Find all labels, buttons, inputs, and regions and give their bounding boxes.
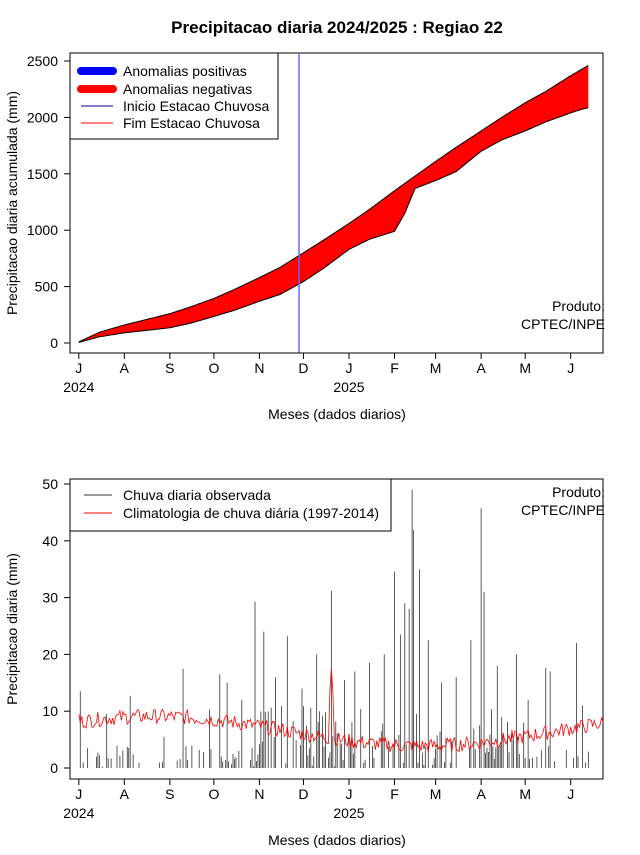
daily-x-axis-month-label: J [567, 786, 574, 802]
cumulative-x-axis-year-label: 2024 [63, 379, 94, 395]
chart-title: Precipitacao diaria 2024/2025 : Regiao 2… [171, 18, 503, 37]
cumulative-x-axis: J A S O N D J F M A M J 2024 2025 [63, 352, 574, 395]
cumulative-x-axis-month-label: J [75, 360, 82, 376]
daily-y-axis-tick-label: 30 [42, 590, 58, 606]
daily-x-axis-year-label: 2025 [333, 805, 364, 821]
cumulative-legend: Anomalias positivas Anomalias negativas … [69, 52, 279, 140]
cumulative-y-label: Precipitacao diaria acumulada (mm) [4, 91, 20, 315]
daily-y-axis: 0 10 20 30 40 50 [42, 476, 71, 776]
legend-label-season-start: Inicio Estacao Chuvosa [123, 98, 270, 114]
cumulative-x-axis-month-label: J [567, 360, 574, 376]
daily-y-axis-tick-label: 10 [42, 703, 58, 719]
cumulative-y-axis-tick-label: 1000 [27, 222, 58, 238]
cumulative-y-axis-tick-label: 2000 [27, 109, 58, 125]
cumulative-panel: 0 500 1000 1500 2000 2500 J A S O N D J F M A M J 2024 202… [4, 52, 605, 422]
cumulative-credit-line2: CPTEC/INPE [521, 316, 605, 332]
cumulative-x-axis-month-label: N [254, 360, 264, 376]
cumulative-y-axis: 0 500 1000 1500 2000 2500 [27, 53, 71, 351]
cumulative-x-axis-month-label: M [519, 360, 531, 376]
observed-cumulative-line [78, 107, 589, 343]
legend-label-season-end: Fim Estacao Chuvosa [123, 115, 260, 131]
daily-y-axis-tick-label: 0 [50, 760, 58, 776]
daily-legend-box [69, 478, 392, 532]
daily-x-axis-month-label: A [120, 786, 130, 802]
daily-x-axis-month-label: N [254, 786, 264, 802]
daily-x-axis-month-label: M [519, 786, 531, 802]
cumulative-x-axis-month-label: D [298, 360, 308, 376]
daily-legend: Chuva diaria observada Climatologia de c… [69, 478, 392, 532]
cumulative-x-axis-month-label: O [208, 360, 219, 376]
daily-x-axis-month-label: F [390, 786, 399, 802]
cumulative-x-axis-month-label: A [476, 360, 486, 376]
legend-label-positive: Anomalias positivas [123, 63, 247, 79]
daily-credit-line1: Produto: [552, 484, 605, 500]
cumulative-y-axis-tick-label: 2500 [27, 53, 58, 69]
daily-credit-line2: CPTEC/INPE [521, 502, 605, 518]
cumulative-x-axis-month-label: F [390, 360, 399, 376]
cumulative-x-axis-month-label: J [345, 360, 352, 376]
climatology-cumulative-line [78, 65, 589, 343]
daily-climatology-line [78, 668, 604, 753]
daily-x-axis-month-label: O [208, 786, 219, 802]
daily-x-axis-year-label: 2024 [63, 805, 94, 821]
daily-x-axis-month-label: S [165, 786, 174, 802]
daily-y-axis-tick-label: 40 [42, 533, 58, 549]
daily-x-axis: J A S O N D J F M A M J 2024 2025 [63, 778, 574, 821]
cumulative-y-axis-tick-label: 1500 [27, 166, 58, 182]
daily-panel: 0 10 20 30 40 50 J A S O N D J F M A M J 2024 2025 Precipi… [4, 476, 605, 848]
daily-y-axis-tick-label: 50 [42, 476, 58, 492]
daily-x-axis-month-label: J [345, 786, 352, 802]
legend-label-observed: Chuva diaria observada [123, 487, 271, 503]
daily-rain-bars [79, 489, 589, 768]
cumulative-y-axis-tick-label: 500 [35, 279, 59, 295]
daily-x-axis-month-label: M [430, 786, 442, 802]
cumulative-x-axis-year-label: 2025 [333, 379, 364, 395]
daily-x-axis-month-label: J [75, 786, 82, 802]
daily-y-label: Precipitacao diaria (mm) [4, 553, 20, 705]
daily-x-axis-month-label: D [298, 786, 308, 802]
cumulative-credit-line1: Produto: [552, 298, 605, 314]
cumulative-y-axis-tick-label: 0 [50, 335, 58, 351]
cumulative-x-axis-month-label: M [430, 360, 442, 376]
cumulative-x-axis-month-label: A [120, 360, 130, 376]
daily-y-axis-tick-label: 20 [42, 646, 58, 662]
cumulative-x-label: Meses (dados diarios) [268, 406, 406, 422]
daily-x-label: Meses (dados diarios) [268, 832, 406, 848]
daily-x-axis-month-label: A [476, 786, 486, 802]
legend-label-negative: Anomalias negativas [123, 81, 252, 97]
legend-label-climatology: Climatologia de chuva diária (1997-2014) [123, 505, 379, 521]
cumulative-x-axis-month-label: S [165, 360, 174, 376]
